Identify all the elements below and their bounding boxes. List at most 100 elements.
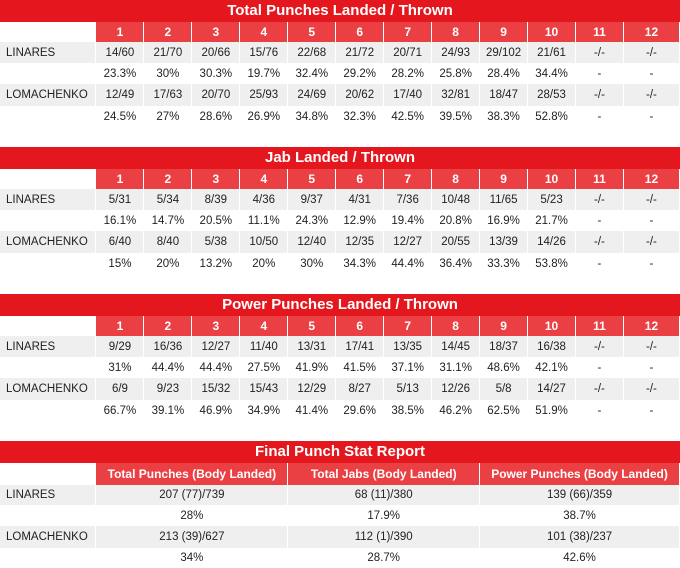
final-value: 213 (39)/627: [95, 526, 289, 548]
round-percent: 31.1%: [431, 357, 481, 378]
round-header: 10: [527, 316, 576, 336]
round-percent: -: [575, 63, 624, 84]
corner-cell: [0, 316, 97, 336]
fighter-name: LINARES: [0, 189, 97, 210]
round-header: 7: [383, 169, 433, 189]
round-landed-thrown: 21/70: [143, 42, 193, 63]
round-header: 3: [191, 316, 241, 336]
final-percent: 28%: [95, 505, 289, 526]
round-percent: -: [575, 357, 624, 378]
corner-cell: [0, 463, 97, 485]
fighter-percent-row: 23.3% 30% 30.3% 19.7% 32.4% 29.2% 28.2% 25.8% 28…: [0, 63, 680, 84]
total-punches-table: 1 2 3 4 5 6 7 8 9 10 11 12 LINARES 14/60 2…: [0, 22, 680, 127]
round-header: 11: [575, 22, 624, 42]
final-values-row: LINARES 207 (77)/739 68 (11)/380 139 (66…: [0, 485, 680, 505]
round-header: 6: [335, 316, 385, 336]
round-landed-thrown: -/-: [623, 189, 680, 210]
round-landed-thrown: 8/27: [335, 378, 385, 400]
round-percent: 39.1%: [143, 400, 193, 421]
round-landed-thrown: -/-: [575, 84, 624, 106]
round-landed-thrown: 15/32: [191, 378, 241, 400]
round-header-row: 1 2 3 4 5 6 7 8 9 10 11 12: [0, 316, 680, 336]
round-header: 9: [479, 169, 529, 189]
round-percent: 41.5%: [335, 357, 385, 378]
round-percent: 24.3%: [287, 210, 337, 231]
round-landed-thrown: 5/38: [191, 231, 241, 253]
round-header: 8: [431, 316, 481, 336]
final-value: 101 (38)/237: [479, 526, 680, 548]
fighter-name: LOMACHENKO: [0, 231, 97, 253]
round-landed-thrown: -/-: [575, 231, 624, 253]
round-percent: 62.5%: [479, 400, 529, 421]
round-header: 4: [239, 169, 289, 189]
final-value: 112 (1)/390: [287, 526, 481, 548]
round-percent: 20.5%: [191, 210, 241, 231]
round-percent: 27.5%: [239, 357, 289, 378]
final-percent-row: 34% 28.7% 42.6%: [0, 548, 680, 568]
round-landed-thrown: 15/43: [239, 378, 289, 400]
round-header: 3: [191, 169, 241, 189]
final-value: 68 (11)/380: [287, 485, 481, 505]
round-percent: 37.1%: [383, 357, 433, 378]
final-value: 207 (77)/739: [95, 485, 289, 505]
round-percent: 19.4%: [383, 210, 433, 231]
round-landed-thrown: 11/65: [479, 189, 529, 210]
round-landed-thrown: 12/29: [287, 378, 337, 400]
round-header: 8: [431, 169, 481, 189]
round-percent: 36.4%: [431, 253, 481, 274]
total-punches-title: Total Punches Landed / Thrown: [0, 0, 680, 22]
round-header: 11: [575, 169, 624, 189]
round-percent: -: [575, 400, 624, 421]
round-percent: 44.4%: [191, 357, 241, 378]
round-header-row: 1 2 3 4 5 6 7 8 9 10 11 12: [0, 169, 680, 189]
round-landed-thrown: 12/27: [191, 336, 241, 357]
round-percent: 29.2%: [335, 63, 385, 84]
round-percent: 30%: [287, 253, 337, 274]
round-landed-thrown: 13/31: [287, 336, 337, 357]
final-column-header: Total Jabs (Body Landed): [287, 463, 481, 485]
fighter-landed-row: LOMACHENKO 6/9 9/23 15/32 15/43 12/29 8/27 5/13…: [0, 378, 680, 400]
round-landed-thrown: 20/55: [431, 231, 481, 253]
final-column-header: Total Punches (Body Landed): [95, 463, 289, 485]
round-header: 12: [623, 316, 680, 336]
round-percent: 48.6%: [479, 357, 529, 378]
round-header: 2: [143, 22, 193, 42]
round-header: 5: [287, 169, 337, 189]
round-landed-thrown: -/-: [623, 42, 680, 63]
round-landed-thrown: 21/72: [335, 42, 385, 63]
round-landed-thrown: 5/34: [143, 189, 193, 210]
round-landed-thrown: 25/93: [239, 84, 289, 106]
round-header: 4: [239, 316, 289, 336]
round-landed-thrown: -/-: [623, 231, 680, 253]
round-header: 4: [239, 22, 289, 42]
fighter-name: LOMACHENKO: [0, 84, 97, 106]
round-percent: 52.8%: [527, 106, 577, 127]
fighter-percent-row: 31% 44.4% 44.4% 27.5% 41.9% 41.5% 37.1% 31.1% 48…: [0, 357, 680, 378]
round-header: 11: [575, 316, 624, 336]
round-percent: -: [623, 63, 680, 84]
final-report-title: Final Punch Stat Report: [0, 441, 680, 463]
round-landed-thrown: 29/102: [479, 42, 529, 63]
round-percent: 66.7%: [95, 400, 145, 421]
round-landed-thrown: 21/61: [527, 42, 577, 63]
round-percent: 32.3%: [335, 106, 385, 127]
round-percent: -: [575, 210, 624, 231]
power-punches-table: 1 2 3 4 5 6 7 8 9 10 11 12 LINARES 9/29 16…: [0, 316, 680, 421]
round-landed-thrown: 9/23: [143, 378, 193, 400]
round-percent: 30%: [143, 63, 193, 84]
round-landed-thrown: 10/50: [239, 231, 289, 253]
round-percent: -: [623, 106, 680, 127]
round-percent: 11.1%: [239, 210, 289, 231]
round-landed-thrown: 10/48: [431, 189, 481, 210]
round-percent: 21.7%: [527, 210, 576, 231]
round-percent: -: [575, 106, 624, 127]
round-landed-thrown: 5/23: [527, 189, 576, 210]
round-landed-thrown: 8/39: [191, 189, 241, 210]
round-landed-thrown: 24/69: [287, 84, 337, 106]
round-header-row: 1 2 3 4 5 6 7 8 9 10 11 12: [0, 22, 680, 42]
fighter-percent-row: 15% 20% 13.2% 20% 30% 34.3% 44.4% 36.4% 33.3% 53.…: [0, 253, 680, 274]
round-percent: 13.2%: [191, 253, 241, 274]
round-landed-thrown: 9/37: [287, 189, 337, 210]
round-landed-thrown: 18/37: [479, 336, 529, 357]
round-percent: 32.4%: [287, 63, 337, 84]
